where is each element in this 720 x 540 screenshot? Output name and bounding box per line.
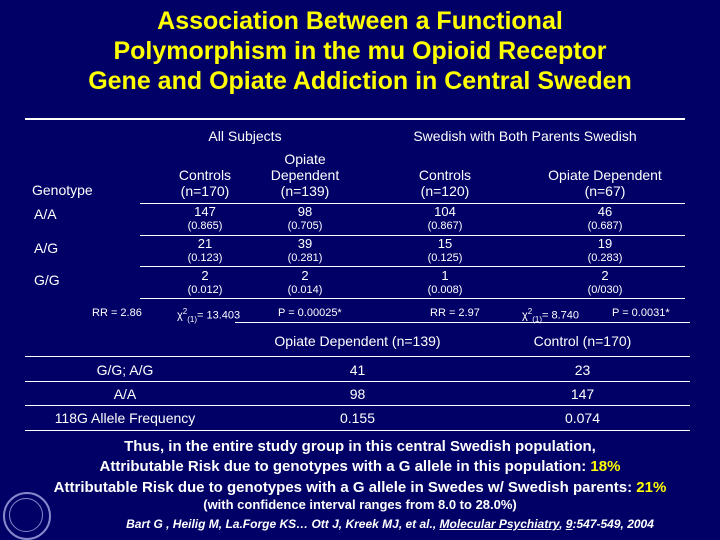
row-divider (140, 235, 685, 236)
genotype-header: Genotype (32, 182, 93, 198)
row-label-gg: G/G (34, 272, 60, 288)
table2-cell: 147 (570, 386, 595, 402)
journal-name: Molecular Psychiatry (439, 517, 560, 531)
cell: 39 (0.281) (287, 236, 323, 265)
attributable-risk-swe: 21% (636, 479, 667, 496)
stat-rr-swe: RR = 2.97 (430, 307, 480, 319)
cell: 2 (0.014) (287, 268, 323, 297)
col-header-dependent-swe: Opiate Dependent (n=67) (548, 167, 662, 199)
table2-cell: 23 (574, 362, 591, 378)
table2-divider (25, 381, 690, 382)
table2-divider (25, 405, 690, 406)
university-seal-icon (3, 492, 51, 540)
journal-volume: 9 (565, 517, 573, 531)
row-label-aa: A/A (34, 206, 57, 222)
row-label-ag: A/G (34, 240, 59, 256)
title-line-1: Association Between a Functional (157, 7, 563, 35)
col-header-dependent-all: Opiate Dependent (n=139) (270, 151, 340, 199)
cell: 147 (0.865) (187, 204, 223, 233)
group-header-swedish: Swedish with Both Parents Swedish (413, 128, 637, 144)
cell: 1 (0.008) (427, 268, 463, 297)
cell: 2 (0/030) (587, 268, 623, 297)
cell: 2 (0.012) (187, 268, 223, 297)
row-divider (140, 298, 685, 299)
cell: 15 (0.125) (427, 236, 463, 265)
stat-rr-all: RR = 2.86 (92, 307, 142, 319)
citation: Bart G , Heilig M, La.Forge KS… Ott J, K… (126, 517, 654, 531)
cell: 98 (0.705) (287, 204, 323, 233)
col-header-controls-swe: Controls (n=120) (418, 167, 472, 199)
summary-line-2: Attributable Risk due to genotypes with … (99, 458, 621, 475)
table2-divider (25, 430, 690, 431)
stat-chi-swe: χ2(1)= 8.740 (522, 307, 580, 324)
cell: 21 (0.123) (187, 236, 223, 265)
table2-row-label: 118G Allele Frequency (54, 410, 196, 426)
summary-line-4: (with confidence interval ranges from 8.… (203, 497, 517, 512)
cell: 104 (0.867) (427, 204, 463, 233)
row-divider (140, 203, 685, 204)
table2-cell: 41 (349, 362, 366, 378)
table2-divider (25, 356, 690, 357)
summary-line-1: Thus, in the entire study group in this … (124, 438, 596, 455)
title-line-2: Polymorphism in the mu Opioid Receptor (113, 37, 607, 65)
summary-line-3: Attributable Risk due to genotypes with … (53, 479, 667, 496)
stat-p-swe: P = 0.0031* (612, 307, 670, 319)
stat-p-all: P = 0.00025* (278, 307, 342, 319)
stat-chi-all: χ2(1)= 13.403 (177, 307, 241, 324)
row-divider (140, 266, 685, 267)
table2-cell: 98 (349, 386, 366, 402)
group-header-all: All Subjects (208, 128, 282, 144)
page-title: Association Between a Functional Polymor… (0, 6, 720, 96)
cell: 46 (0.687) (587, 204, 623, 233)
table2-cell: 0.155 (339, 410, 376, 426)
title-line-3: Gene and Opiate Addiction in Central Swe… (88, 67, 632, 95)
table2-row-label: G/G; A/G (96, 362, 154, 378)
table2-header-dependent: Opiate Dependent (n=139) (274, 333, 441, 349)
cell: 19 (0.283) (587, 236, 623, 265)
table2-header-control: Control (n=170) (533, 333, 632, 349)
table2-row-label: A/A (113, 386, 137, 402)
attributable-risk-all: 18% (590, 458, 621, 475)
table2-cell: 0.074 (564, 410, 601, 426)
title-divider (25, 118, 685, 120)
table2-divider (235, 322, 690, 323)
col-header-controls-all: Controls (n=170) (178, 167, 232, 199)
university-seal-inner-icon (9, 498, 43, 532)
